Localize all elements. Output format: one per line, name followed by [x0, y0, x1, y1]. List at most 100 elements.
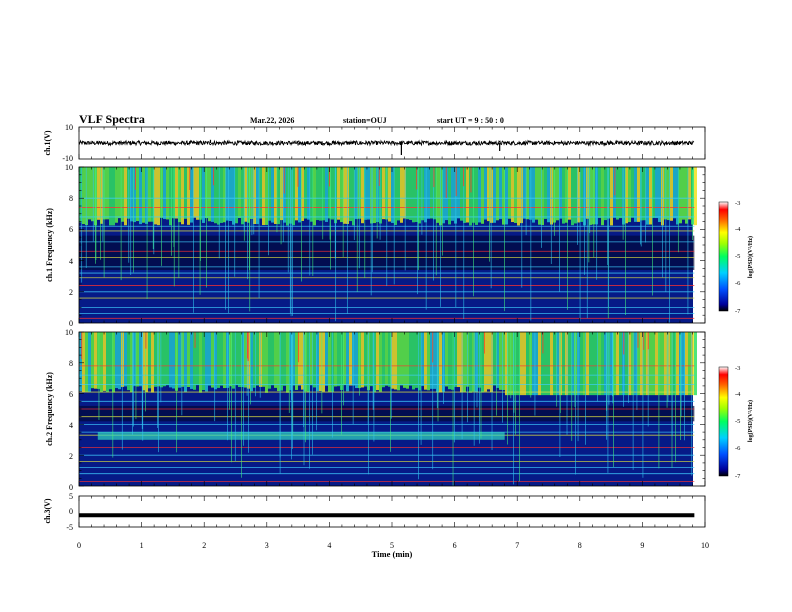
spectral-cell: [397, 167, 400, 221]
spectral-cell: [268, 332, 271, 389]
spectral-cell: [412, 332, 415, 390]
spectral-cell: [298, 167, 301, 223]
spectral-cell: [475, 167, 478, 225]
spectral-cell: [109, 167, 112, 226]
x-tick-label: 5: [390, 541, 394, 550]
spectral-cell: [352, 332, 355, 386]
date-label: Mar.22, 2026: [250, 116, 294, 125]
ch3-waveform-panel: 5 0 -5 ch.3(V): [43, 492, 706, 532]
ch1-spectrogram-heatmap: [79, 167, 697, 323]
spectral-cell: [430, 167, 433, 219]
spectral-cell: [418, 167, 421, 224]
x-tick-label: 8: [578, 541, 582, 550]
ch2-freq-tick-0: 0: [69, 483, 73, 492]
spectral-cell: [646, 167, 649, 225]
ch1-cb-tick-m3: -3: [735, 200, 740, 207]
ch1-waveform-ticks: [78, 127, 706, 159]
start-ut-label: start UT = 9 : 50 : 0: [437, 116, 504, 125]
spectral-cell: [91, 332, 94, 389]
spectral-cell: [391, 332, 394, 389]
x-tick-label: 4: [327, 541, 331, 550]
spectral-cell: [247, 167, 250, 223]
spectral-cell: [508, 332, 511, 396]
spectral-cell: [589, 167, 592, 225]
spectral-cell: [682, 332, 685, 396]
spectral-cell: [253, 332, 256, 388]
ch3-waveform-ticks: [78, 496, 706, 527]
ch1-cb-tick-m6: -6: [735, 280, 741, 287]
spectral-cell: [295, 332, 298, 390]
spectral-cell: [118, 167, 121, 219]
ch1-freq-tick-0: 0: [69, 319, 73, 328]
hiss-band: [97, 432, 505, 440]
spectral-cell: [262, 167, 265, 226]
spectral-cell: [214, 167, 217, 224]
spectral-cell: [508, 167, 511, 219]
ch1-colorbar-gradient: [718, 201, 729, 312]
spectral-cell: [220, 332, 223, 386]
spectral-cell: [343, 332, 346, 386]
spectral-cell: [388, 332, 391, 387]
spectral-cell: [559, 167, 562, 219]
spectral-cell: [274, 167, 277, 224]
spectral-cell: [667, 332, 670, 396]
ch3-ytick-mid: 0: [69, 507, 73, 516]
spectral-cell: [148, 332, 151, 389]
spectral-cell: [457, 332, 460, 388]
spectral-cell: [538, 167, 541, 225]
spectral-cell: [652, 332, 655, 396]
spectral-cell: [535, 167, 538, 220]
ch2-cb-tick-m3: -3: [735, 365, 740, 372]
spectral-cell: [121, 167, 124, 222]
spectral-cell: [298, 332, 301, 386]
spectral-cell: [496, 167, 499, 221]
spectral-cell: [373, 167, 376, 224]
spectral-cell: [355, 332, 358, 389]
ch2-colorbar-gradient: [718, 366, 729, 477]
x-tick-label: 9: [640, 541, 644, 550]
spectral-cell: [643, 332, 646, 396]
spectral-cell: [601, 167, 604, 226]
spectral-cell: [580, 167, 583, 222]
spectral-cell: [217, 167, 220, 225]
spectral-cell: [571, 332, 574, 396]
spectral-cell: [169, 332, 172, 388]
spectral-cell: [217, 332, 220, 388]
ch1-freq-tick-2: 2: [69, 288, 73, 297]
ch2-cb-tick-m4: -4: [735, 391, 741, 398]
spectral-cell: [469, 332, 472, 393]
spectral-cell: [481, 167, 484, 224]
spectral-cell: [349, 332, 352, 386]
spectral-cell: [619, 167, 622, 219]
spectral-cell: [541, 167, 544, 226]
spectral-cell: [163, 167, 166, 220]
spectral-cell: [340, 167, 343, 223]
spectral-cell: [133, 332, 136, 387]
spectral-cell: [190, 167, 193, 223]
spectral-cell: [193, 167, 196, 218]
spectral-cell: [202, 167, 205, 223]
spectral-cell: [232, 332, 235, 389]
spectral-cell: [265, 167, 268, 225]
spectral-cell: [97, 167, 100, 220]
spectral-cell: [265, 332, 268, 393]
spectral-cell: [250, 167, 253, 219]
spectral-cell: [391, 167, 394, 223]
spectral-cell: [145, 167, 148, 224]
spectral-cell: [202, 332, 205, 391]
spectral-cell: [433, 167, 436, 220]
spectral-cell: [574, 167, 577, 224]
x-tick-label: 10: [701, 541, 709, 550]
spectral-cell: [376, 332, 379, 391]
spectral-cell: [517, 167, 520, 226]
spectral-cell: [184, 332, 187, 393]
spectral-cell: [187, 167, 190, 225]
spectral-cell: [349, 167, 352, 222]
spectral-cell: [307, 167, 310, 220]
spectral-cell: [502, 332, 505, 391]
spectral-cell: [277, 332, 280, 392]
spectral-cell: [388, 167, 391, 222]
spectral-cell: [673, 167, 676, 219]
spectral-cell: [82, 167, 85, 225]
spectral-cell: [136, 167, 139, 222]
